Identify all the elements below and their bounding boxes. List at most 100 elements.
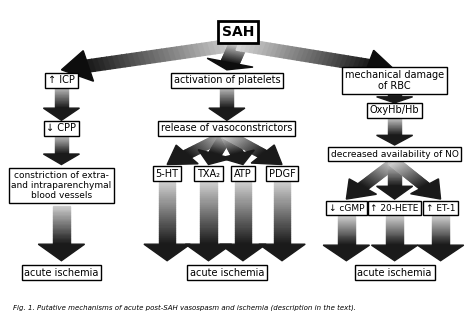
Polygon shape [386,228,403,229]
Polygon shape [230,150,242,153]
Text: ↑ 20-HETE: ↑ 20-HETE [370,204,419,213]
Polygon shape [274,238,290,240]
Polygon shape [388,164,401,165]
Polygon shape [338,234,355,235]
Polygon shape [388,174,401,175]
Polygon shape [279,45,288,58]
Polygon shape [432,226,449,227]
Polygon shape [338,230,355,231]
Polygon shape [375,170,386,176]
Polygon shape [55,145,68,146]
Polygon shape [388,133,401,134]
Polygon shape [410,176,420,182]
Polygon shape [374,171,385,177]
Polygon shape [400,168,410,174]
Polygon shape [55,94,68,95]
Polygon shape [215,134,224,142]
Polygon shape [200,225,217,228]
Polygon shape [235,240,251,242]
Polygon shape [338,240,355,241]
Polygon shape [386,239,403,240]
Polygon shape [366,177,377,183]
Polygon shape [274,198,290,200]
Polygon shape [377,169,388,175]
Polygon shape [386,244,403,245]
Polygon shape [432,243,449,244]
Polygon shape [388,179,401,180]
Polygon shape [388,173,401,174]
Polygon shape [44,108,80,120]
Polygon shape [242,142,251,149]
Polygon shape [384,163,395,169]
Polygon shape [195,144,204,152]
Polygon shape [383,165,393,171]
Polygon shape [246,144,255,151]
Polygon shape [327,53,336,66]
Polygon shape [235,202,251,205]
Polygon shape [336,55,344,67]
Polygon shape [210,150,222,154]
Polygon shape [220,89,233,90]
Polygon shape [388,122,401,123]
Polygon shape [274,228,290,230]
Polygon shape [388,126,401,127]
Polygon shape [432,237,449,239]
Polygon shape [388,127,401,128]
Polygon shape [220,96,233,97]
Polygon shape [388,88,401,89]
Polygon shape [388,89,401,90]
Polygon shape [314,51,323,63]
Polygon shape [388,94,401,95]
Polygon shape [55,140,68,141]
Polygon shape [231,152,243,156]
Polygon shape [55,107,68,108]
Polygon shape [367,176,378,182]
Polygon shape [432,225,449,226]
Polygon shape [235,228,251,230]
Polygon shape [386,218,403,219]
Polygon shape [229,43,247,47]
Polygon shape [172,47,180,59]
Polygon shape [412,178,424,184]
Polygon shape [227,143,239,147]
Polygon shape [388,87,401,88]
Polygon shape [388,119,401,120]
Polygon shape [338,224,355,225]
Polygon shape [407,173,418,179]
Polygon shape [388,160,399,167]
Polygon shape [386,237,403,239]
Text: ↓ cGMP: ↓ cGMP [328,204,364,213]
Polygon shape [388,166,401,167]
Polygon shape [225,52,243,56]
Polygon shape [283,46,292,58]
Polygon shape [55,90,68,91]
Polygon shape [191,146,201,154]
Polygon shape [235,138,244,145]
Polygon shape [396,165,407,171]
Polygon shape [338,232,355,233]
Polygon shape [159,234,175,236]
Polygon shape [141,51,150,64]
Polygon shape [220,244,266,261]
Polygon shape [200,194,217,196]
Polygon shape [227,133,236,140]
Polygon shape [411,177,422,183]
Polygon shape [96,58,105,70]
Polygon shape [391,160,401,167]
Polygon shape [386,240,403,241]
Polygon shape [200,230,217,232]
Polygon shape [53,242,70,243]
Polygon shape [53,229,70,230]
Polygon shape [274,230,290,232]
Polygon shape [55,88,68,89]
Polygon shape [244,143,254,150]
Polygon shape [388,163,401,164]
Polygon shape [386,223,403,224]
Polygon shape [217,138,230,142]
Polygon shape [377,186,413,199]
Polygon shape [416,180,427,187]
Polygon shape [235,205,251,207]
Polygon shape [117,55,125,67]
Polygon shape [211,148,224,152]
Text: activation of platelets: activation of platelets [173,75,280,85]
